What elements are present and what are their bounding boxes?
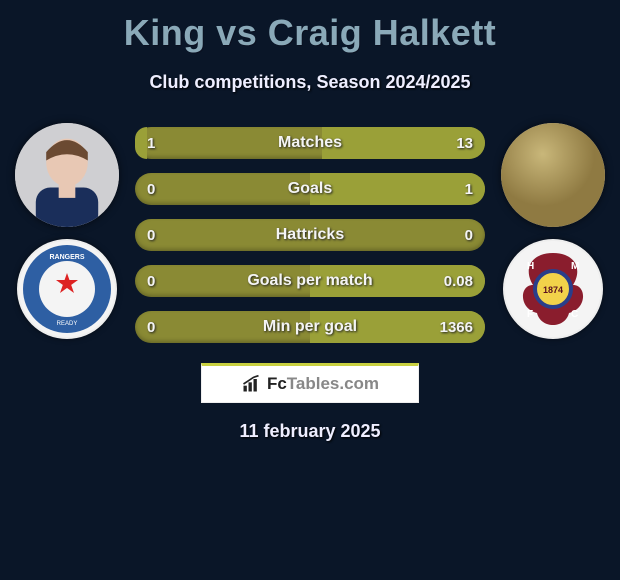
- club-right-crest: 1874 H M F C: [503, 239, 603, 339]
- svg-text:F: F: [527, 309, 533, 320]
- bar-fill-left: [135, 127, 147, 159]
- player-left-column: RANGERS READY: [7, 123, 127, 339]
- stat-row: 1 Matches 13: [135, 127, 485, 159]
- branding-box: FcTables.com: [201, 363, 419, 403]
- svg-text:RANGERS: RANGERS: [49, 254, 84, 261]
- subtitle: Club competitions, Season 2024/2025: [0, 72, 620, 93]
- branding-text: FcTables.com: [267, 374, 379, 394]
- stat-left-value: 1: [147, 127, 155, 159]
- stat-label: Goals per match: [247, 272, 372, 290]
- svg-text:M: M: [571, 261, 579, 272]
- chart-icon: [241, 374, 261, 394]
- player-right-column: 1874 H M F C: [493, 123, 613, 339]
- branding-pre: Fc: [267, 374, 287, 393]
- bar-fill-right: [310, 173, 485, 205]
- stat-row: 0 Min per goal 1366: [135, 311, 485, 343]
- svg-text:1874: 1874: [543, 285, 563, 295]
- stat-label: Goals: [288, 180, 332, 198]
- player-right-avatar: [501, 123, 605, 227]
- svg-text:READY: READY: [57, 321, 78, 327]
- stat-bars: 1 Matches 13 0 Goals 1 0 Hattricks 0 0 G…: [135, 123, 485, 343]
- stat-row: 0 Hattricks 0: [135, 219, 485, 251]
- stat-left-value: 0: [147, 219, 155, 251]
- stat-label: Hattricks: [276, 226, 344, 244]
- stat-right-value: 1: [465, 173, 473, 205]
- stat-row: 0 Goals per match 0.08: [135, 265, 485, 297]
- svg-text:C: C: [571, 309, 578, 320]
- comparison-panel: RANGERS READY 1 Matches 13 0 Goals 1 0 H…: [0, 123, 620, 343]
- page-title: King vs Craig Halkett: [0, 0, 620, 54]
- stat-label: Min per goal: [263, 318, 357, 336]
- stat-right-value: 0: [465, 219, 473, 251]
- branding-post: Tables.com: [287, 374, 379, 393]
- stat-left-value: 0: [147, 311, 155, 343]
- stat-right-value: 13: [456, 127, 473, 159]
- player-left-avatar: [15, 123, 119, 227]
- stat-right-value: 1366: [440, 311, 473, 343]
- club-left-crest: RANGERS READY: [17, 239, 117, 339]
- stat-row: 0 Goals 1: [135, 173, 485, 205]
- stat-right-value: 0.08: [444, 265, 473, 297]
- stat-label: Matches: [278, 134, 342, 152]
- stat-left-value: 0: [147, 265, 155, 297]
- svg-text:H: H: [527, 261, 534, 272]
- stat-left-value: 0: [147, 173, 155, 205]
- date-label: 11 february 2025: [0, 421, 620, 442]
